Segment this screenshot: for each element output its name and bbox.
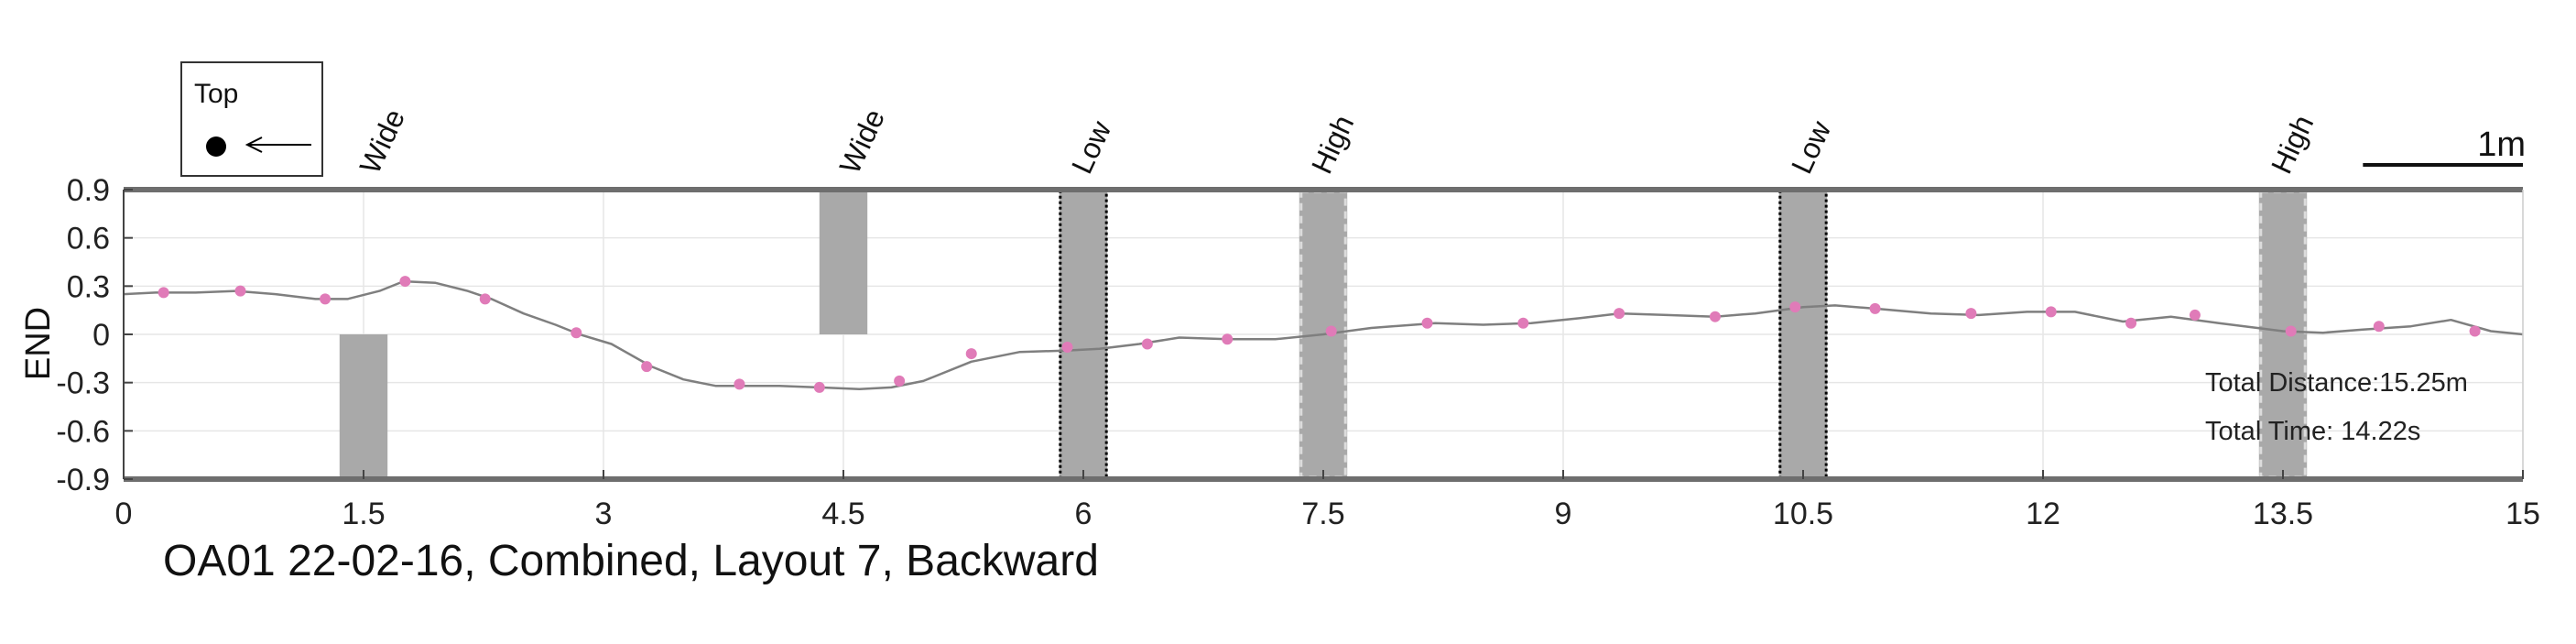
data-point	[571, 327, 582, 339]
x-tick-label: 3	[595, 497, 613, 531]
x-tick-label: 10.5	[1773, 497, 1833, 531]
data-point	[1222, 333, 1234, 345]
obstacle-labels: Wide Wide Low High Low High	[353, 104, 2321, 179]
series	[123, 276, 2524, 393]
data-point	[479, 293, 491, 305]
data-point	[2373, 321, 2385, 333]
data-point	[234, 285, 246, 297]
x-tick-label: 4.5	[821, 497, 864, 531]
obstacle-label: Low	[1785, 115, 1838, 179]
y-tick-label: -0.6	[56, 414, 110, 449]
data-point	[2125, 317, 2137, 329]
obstacle-high	[2258, 190, 2308, 479]
obstacles	[339, 189, 2308, 480]
data-point	[1421, 317, 1433, 329]
y-tick-label: 0.9	[67, 173, 110, 208]
y-tick-label: -0.3	[56, 366, 110, 401]
data-point	[1141, 338, 1153, 350]
x-tick-label: 9	[1555, 497, 1572, 531]
legend-arrowhead-icon	[245, 136, 263, 153]
total-time-annotation: Total Time: 14.22s	[2205, 417, 2420, 446]
series-line	[123, 279, 2524, 390]
data-point	[320, 293, 332, 305]
obstacle-label: High	[2265, 110, 2320, 179]
scale-bar: 1m	[2363, 126, 2526, 167]
obstacle-label: Low	[1065, 115, 1118, 179]
y-tick-label: 0.6	[67, 222, 110, 257]
obstacle-wide	[819, 190, 868, 334]
obstacle-low	[1778, 190, 1828, 479]
data-point	[965, 348, 977, 360]
obstacle-wide	[339, 334, 388, 479]
x-tick-label: 15	[2505, 497, 2540, 531]
obstacle-label: Wide	[833, 104, 891, 179]
x-tick-label: 13.5	[2253, 497, 2313, 531]
data-point	[734, 378, 745, 390]
legend-title: Top	[194, 79, 238, 109]
scale-bar-label: 1m	[2477, 126, 2526, 164]
obstacle-label: High	[1305, 110, 1360, 179]
x-tick-label: 0	[115, 497, 133, 531]
y-tick-label: 0	[92, 318, 110, 353]
x-tick-label: 6	[1075, 497, 1092, 531]
obstacle-label: Wide	[353, 104, 411, 179]
data-point	[1789, 301, 1801, 313]
data-point	[894, 375, 906, 387]
data-point	[1614, 308, 1625, 320]
y-tick-label: 0.3	[67, 269, 110, 304]
data-point	[1061, 342, 1073, 354]
chart-title: OA01 22-02-16, Combined, Layout 7, Backw…	[163, 537, 1099, 585]
data-point	[2045, 306, 2057, 318]
legend-dot-icon	[206, 136, 226, 157]
total-distance-annotation: Total Distance:15.25m	[2205, 368, 2468, 398]
data-point	[1517, 317, 1529, 329]
data-point	[2285, 325, 2297, 337]
data-point	[1325, 325, 1337, 337]
data-point	[641, 361, 653, 373]
data-point	[813, 381, 825, 393]
y-axis-label: END	[19, 307, 58, 380]
x-tick-label: 1.5	[342, 497, 385, 531]
data-point	[1709, 311, 1721, 322]
obstacle-low	[1059, 190, 1108, 479]
data-point	[1869, 302, 1881, 314]
data-point	[158, 287, 169, 299]
data-point	[2469, 325, 2481, 337]
data-point	[399, 276, 411, 288]
x-tick-label: 12	[2026, 497, 2060, 531]
ticks: 0 1.5 3 4.5 6 7.5 9 10.5 12 13.5 15 0.9 0.6 0.3 0 -0.3 -…	[56, 173, 2540, 531]
x-tick-label: 7.5	[1301, 497, 1344, 531]
legend: Top	[180, 61, 323, 177]
data-point	[2189, 309, 2201, 321]
data-point	[1965, 308, 1977, 320]
y-tick-label: -0.9	[56, 463, 110, 497]
legend-box	[180, 61, 323, 177]
